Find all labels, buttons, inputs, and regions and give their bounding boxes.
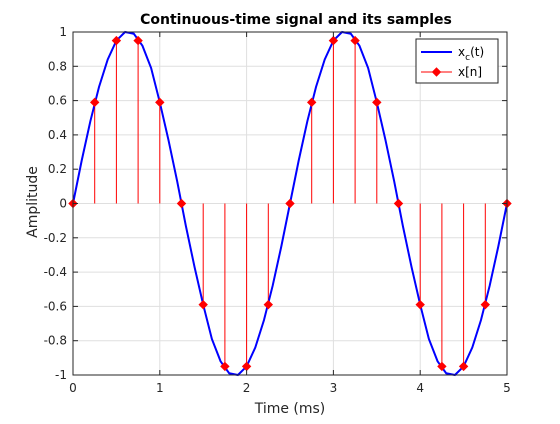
- ticks: [72, 31, 508, 376]
- y-tick-label: 0.4: [48, 128, 67, 142]
- legend-label-xc-sub: c: [465, 53, 470, 63]
- stem-marker: [176, 198, 187, 209]
- y-tick-label: -0.6: [44, 299, 67, 313]
- x-tick-label: 3: [330, 381, 338, 395]
- y-tick-label: 0: [59, 197, 67, 211]
- x-tick-label: 0: [69, 381, 77, 395]
- stem-marker: [111, 35, 122, 46]
- legend-stem-marker: [431, 67, 442, 77]
- legend-label-xn: x[n]: [458, 65, 482, 79]
- y-tick-label: 0.8: [48, 59, 67, 73]
- stem-markers: [68, 35, 512, 372]
- stem-marker: [458, 361, 469, 372]
- stem-marker: [350, 35, 360, 46]
- stem-marker: [480, 299, 491, 310]
- x-tick-label: 4: [416, 381, 424, 395]
- y-tick-label: 0.6: [48, 94, 67, 108]
- stem-lines: [94, 40, 486, 367]
- x-axis-label: Time (ms): [254, 401, 326, 417]
- stem-marker: [285, 198, 295, 209]
- x-tick-label: 1: [156, 381, 164, 395]
- y-tick-label: 0.2: [48, 162, 67, 176]
- legend-label-xc-main: x: [458, 45, 465, 59]
- stem-marker: [198, 299, 208, 310]
- y-tick-label: -1: [55, 368, 67, 382]
- stem-marker: [263, 299, 274, 310]
- y-tick-label: -0.2: [44, 231, 67, 245]
- stem-marker: [155, 97, 165, 108]
- stem-marker: [220, 361, 230, 372]
- legend-label-xc: xc(t): [458, 45, 484, 63]
- y-axis-label: Amplitude: [25, 166, 41, 238]
- y-tick-label: -0.8: [44, 334, 67, 348]
- stem-marker: [89, 97, 100, 108]
- legend-label-xc-tail: (t): [470, 45, 484, 59]
- stem-marker: [415, 299, 425, 310]
- x-tick-labels: 0 1 2 3 4 5: [69, 381, 511, 395]
- legend: xc(t) x[n]: [415, 38, 499, 84]
- chart-title: Continuous-time signal and its samples: [140, 12, 452, 28]
- x-tick-label: 5: [503, 381, 511, 395]
- y-tick-label: -0.4: [44, 265, 67, 279]
- x-tick-label: 2: [243, 381, 251, 395]
- y-tick-label: 1: [59, 25, 67, 39]
- y-tick-labels: -1 -0.8 -0.6 -0.4 -0.2 0 0.2 0.4 0.6 0.8 1: [44, 25, 67, 382]
- stem-marker: [437, 361, 447, 372]
- stem-marker: [133, 35, 143, 46]
- stem-marker: [328, 35, 339, 46]
- stem-marker: [306, 97, 317, 108]
- stem-marker: [372, 97, 382, 108]
- stem-marker: [393, 198, 404, 209]
- legend-box: [415, 38, 499, 84]
